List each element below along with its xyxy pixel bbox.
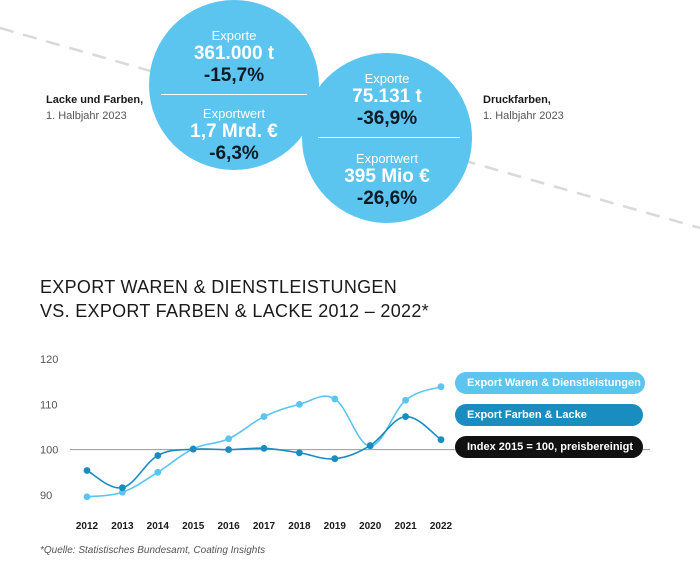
x-tick-label: 2016 (217, 521, 240, 532)
left-block-title: Lacke und Farben, (46, 94, 144, 106)
data-point-farben (154, 452, 162, 459)
x-tick-label: 2015 (182, 521, 205, 532)
x-tick-label: 2018 (288, 521, 311, 532)
legend-label-waren: Export Waren & Dienstleistungen (467, 377, 641, 389)
chart-title: EXPORT WAREN & DIENSTLEISTUNGEN VS. EXPO… (40, 275, 429, 323)
series-line-waren (86, 385, 442, 498)
data-point-farben (189, 445, 197, 453)
data-point-waren (225, 435, 233, 443)
legend-label-farben: Export Farben & Lacke (467, 409, 587, 421)
footnote: *Quelle: Statistisches Bundesamt, Coatin… (40, 545, 266, 556)
data-point-farben (83, 467, 91, 474)
right-export-label: Exporte (364, 71, 410, 86)
y-tick-label: 120 (40, 354, 58, 366)
line-chart: 90 100 110 120 2012 2013 2014 2015 2016 2017 2018 2… (40, 354, 650, 532)
right-stats-circle: Exporte 75.131 t -36,9% Exportwert 395 M… (302, 53, 472, 223)
legend-item-waren: Export Waren & Dienstleistungen (455, 372, 645, 394)
x-tick-label: 2014 (147, 521, 170, 532)
right-export-value: 75.131 t (352, 86, 422, 107)
data-point-waren (83, 493, 91, 501)
y-tick-label: 90 (40, 490, 52, 502)
left-value-change: -6,3% (209, 143, 259, 164)
left-export-label: Exporte (211, 28, 257, 43)
data-point-farben (331, 455, 339, 463)
data-point-farben (402, 413, 409, 420)
y-tick-label: 110 (40, 399, 58, 411)
right-circle-divider (318, 137, 460, 138)
legend-item-farben: Export Farben & Lacke (455, 404, 643, 426)
right-block-subtitle: 1. Halbjahr 2023 (483, 110, 564, 122)
right-value-value: 395 Mio € (344, 166, 430, 187)
x-tick-label: 2022 (430, 521, 453, 532)
right-block-title: Druckfarben, (483, 94, 551, 106)
right-export-change: -36,9% (356, 108, 418, 129)
left-value-label: Exportwert (202, 106, 266, 121)
data-point-farben (260, 444, 268, 452)
left-circle-divider (161, 94, 307, 95)
left-export-value: 361.000 t (193, 43, 275, 64)
left-block-subtitle: 1. Halbjahr 2023 (46, 110, 127, 122)
right-value-label: Exportwert (355, 151, 419, 166)
data-point-waren (154, 468, 162, 476)
legend-label-index: Index 2015 = 100, preisbereinigt (467, 441, 633, 453)
x-tick-label: 2021 (394, 521, 417, 532)
x-tick-label: 2013 (111, 521, 134, 532)
data-point-farben (437, 436, 445, 444)
right-value-change: -26,6% (356, 188, 418, 209)
chart-title-line2: VS. EXPORT FARBEN & LACKE 2012 – 2022* (40, 301, 429, 321)
left-export-change: -15,7% (203, 65, 265, 86)
left-stats-circle: Exporte 361.000 t -15,7% Exportwert 1,7 … (149, 0, 319, 170)
x-tick-label: 2012 (76, 521, 99, 532)
x-tick-label: 2019 (324, 521, 347, 532)
data-point-waren (437, 383, 445, 391)
data-point-waren (260, 413, 268, 420)
legend-item-index: Index 2015 = 100, preisbereinigt (455, 436, 643, 458)
left-block-label: Lacke und Farben, 1. Halbjahr 2023 (46, 94, 143, 122)
data-point-farben (296, 449, 303, 457)
x-tick-label: 2020 (359, 521, 382, 532)
chart-title-line1: EXPORT WAREN & DIENSTLEISTUNGEN (40, 277, 398, 297)
x-tick-label: 2017 (253, 521, 276, 532)
data-point-farben (225, 446, 233, 454)
left-value-value: 1,7 Mrd. € (190, 121, 278, 142)
data-point-waren (296, 400, 303, 408)
data-point-waren (331, 395, 339, 403)
data-point-farben (366, 442, 374, 449)
y-tick-label: 100 (40, 445, 58, 457)
data-point-farben (119, 484, 126, 492)
right-block-label: Druckfarben, 1. Halbjahr 2023 (483, 94, 564, 122)
data-point-waren (402, 396, 409, 404)
